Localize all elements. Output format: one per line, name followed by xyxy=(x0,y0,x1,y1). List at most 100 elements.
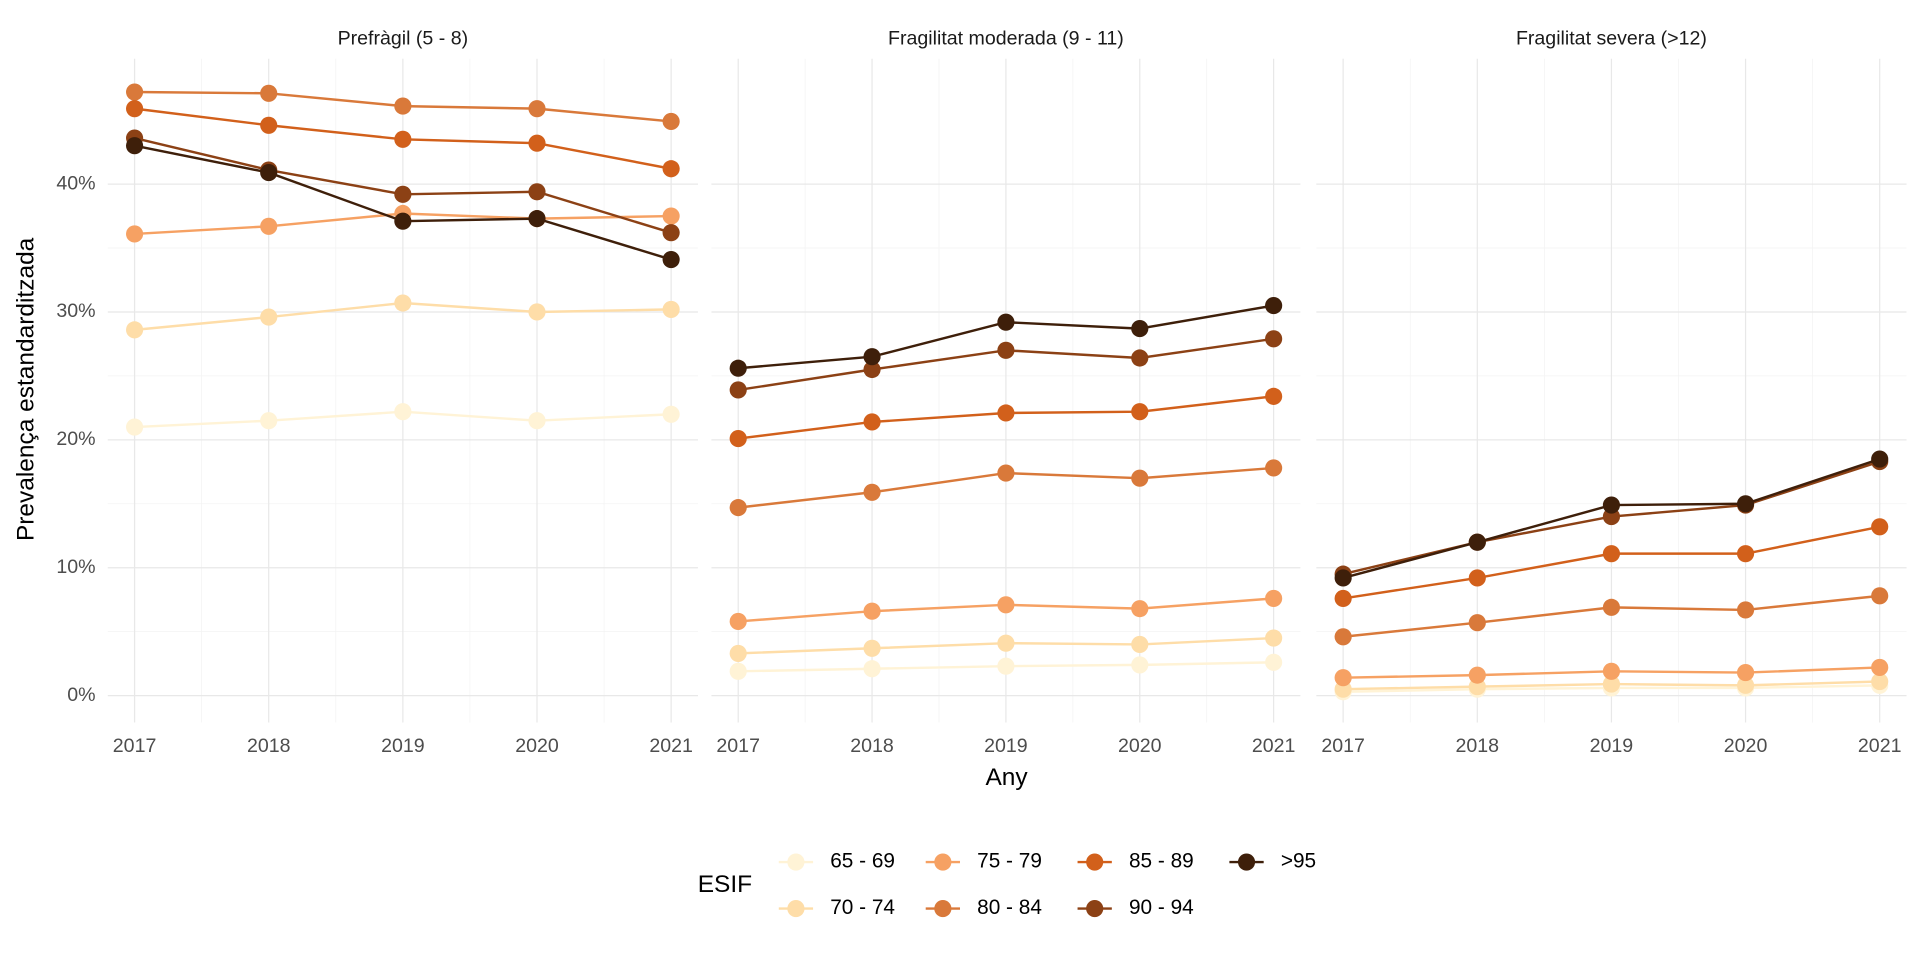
data-point xyxy=(729,381,747,399)
legend-key xyxy=(1237,853,1256,871)
legend-label: 85 - 89 xyxy=(1129,850,1194,873)
data-point xyxy=(1131,320,1149,338)
data-point xyxy=(1131,403,1149,421)
data-point xyxy=(1334,669,1352,687)
x-tick-label: 2019 xyxy=(984,735,1028,757)
data-point xyxy=(1265,589,1283,607)
legend-key xyxy=(934,853,952,871)
data-point xyxy=(729,612,747,630)
data-point xyxy=(394,97,412,115)
data-point xyxy=(1602,598,1620,616)
data-point xyxy=(1871,672,1889,691)
data-point xyxy=(1602,545,1620,563)
data-point xyxy=(528,183,546,201)
legend-key xyxy=(787,900,805,918)
data-point xyxy=(394,212,412,230)
data-point xyxy=(260,217,278,235)
y-tick-label: 30% xyxy=(56,300,95,322)
data-point xyxy=(1131,349,1149,367)
y-tick-label: 0% xyxy=(67,684,95,706)
data-point xyxy=(662,250,680,269)
data-point xyxy=(997,596,1015,614)
facet-title: Fragilitat severa (>12) xyxy=(1516,27,1707,49)
data-point xyxy=(126,83,144,101)
data-point xyxy=(1334,569,1352,587)
data-point xyxy=(662,300,680,318)
data-point xyxy=(1265,653,1283,671)
data-point xyxy=(394,294,412,312)
data-point xyxy=(1265,387,1283,405)
data-point xyxy=(1265,459,1283,477)
data-point xyxy=(1602,662,1620,680)
data-point xyxy=(260,412,278,430)
legend-label: 80 - 84 xyxy=(977,896,1042,919)
legend-label: 90 - 94 xyxy=(1129,896,1194,919)
x-tick-label: 2021 xyxy=(649,735,693,757)
data-point xyxy=(1736,601,1755,619)
legend-label: 70 - 74 xyxy=(830,896,895,919)
x-tick-label: 2018 xyxy=(1456,735,1500,757)
x-tick-label: 2018 xyxy=(247,735,291,757)
data-point xyxy=(394,185,412,203)
data-point xyxy=(1265,297,1283,315)
data-point xyxy=(126,418,144,436)
x-tick-label: 2019 xyxy=(1590,735,1634,757)
data-point xyxy=(394,403,412,421)
data-point xyxy=(528,412,546,430)
data-point xyxy=(997,404,1015,422)
legend-label: 65 - 69 xyxy=(830,850,895,873)
data-point xyxy=(1334,589,1352,607)
data-point xyxy=(997,341,1015,359)
data-point xyxy=(1468,666,1486,684)
data-point xyxy=(394,130,412,148)
data-point xyxy=(863,639,881,657)
data-point xyxy=(863,348,881,366)
facet-title: Fragilitat moderada (9 - 11) xyxy=(888,27,1124,49)
data-point xyxy=(1871,450,1889,468)
data-point xyxy=(260,164,278,182)
y-tick-label: 20% xyxy=(56,428,95,450)
data-point xyxy=(528,134,546,152)
data-point xyxy=(1468,533,1486,551)
data-point xyxy=(528,100,546,118)
legend-label: >95 xyxy=(1281,850,1316,873)
data-point xyxy=(1871,658,1889,677)
data-point xyxy=(1602,675,1620,693)
data-point xyxy=(863,660,881,678)
data-point xyxy=(1871,587,1889,605)
data-point xyxy=(662,160,680,178)
data-point xyxy=(729,429,747,448)
data-point xyxy=(1131,600,1149,618)
data-point xyxy=(1468,569,1486,587)
data-point xyxy=(1736,495,1755,513)
x-tick-label: 2020 xyxy=(1724,735,1768,757)
x-tick-label: 2020 xyxy=(1118,735,1162,757)
data-point xyxy=(126,225,144,243)
data-point xyxy=(1265,330,1283,348)
legend-title: ESIF xyxy=(698,871,752,898)
data-point xyxy=(1602,496,1620,514)
x-tick-label: 2017 xyxy=(1321,735,1365,757)
data-point xyxy=(1265,629,1283,647)
data-point xyxy=(260,308,278,326)
data-point xyxy=(863,483,881,501)
data-point xyxy=(1131,635,1149,654)
data-point xyxy=(997,657,1015,675)
data-point xyxy=(729,644,747,662)
data-point xyxy=(126,100,144,118)
data-point xyxy=(729,359,747,377)
data-point xyxy=(863,602,881,620)
y-tick-label: 40% xyxy=(56,172,95,194)
data-point xyxy=(1736,676,1755,694)
data-point xyxy=(528,303,546,321)
y-axis-label: Prevalença estandarditzada xyxy=(12,237,39,541)
data-point xyxy=(1871,518,1889,536)
data-point xyxy=(662,224,680,242)
x-tick-label: 2019 xyxy=(381,735,425,757)
data-point xyxy=(863,360,881,379)
data-point xyxy=(997,464,1015,482)
x-tick-label: 2017 xyxy=(113,735,157,757)
data-point xyxy=(1131,469,1149,487)
x-tick-label: 2021 xyxy=(1858,735,1902,757)
